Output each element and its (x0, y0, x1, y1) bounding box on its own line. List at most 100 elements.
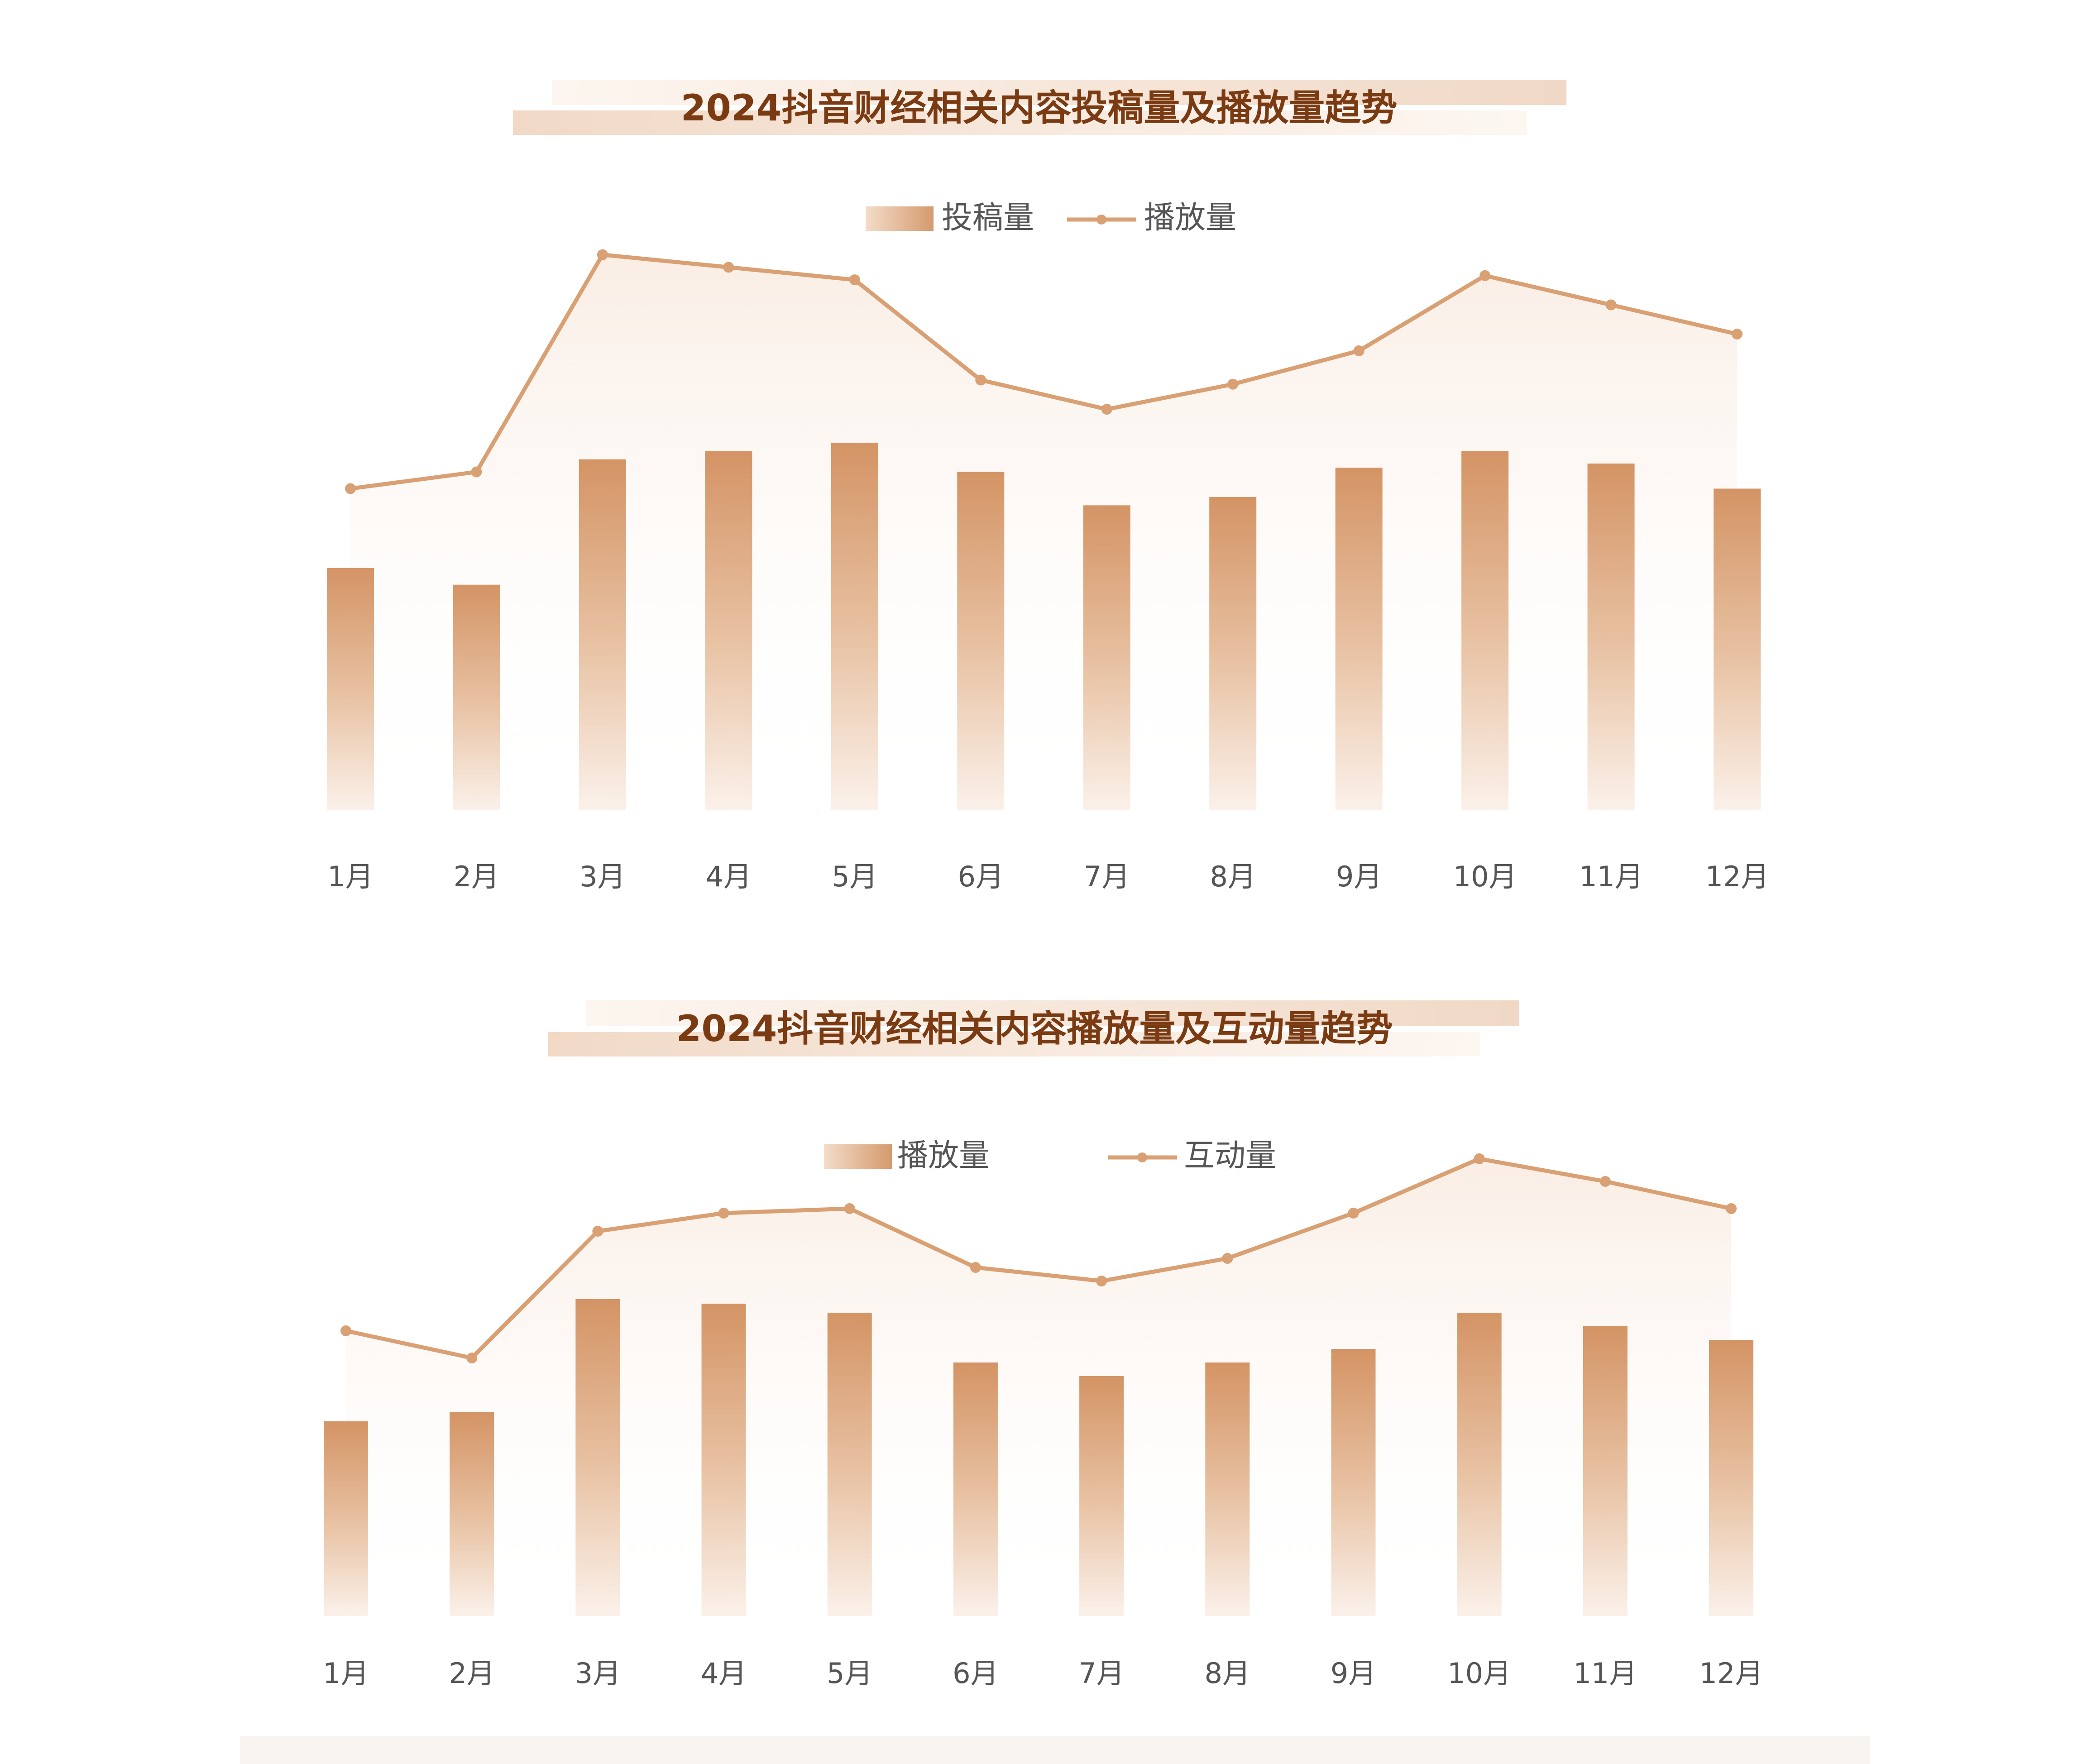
x-axis-ticks: 1月 2月 3月 4月 5月 6月 7月 8月 9月 10月 11月 12月 (323, 1657, 1763, 1690)
bar-10 (1457, 1313, 1502, 1616)
line-point-5 (849, 274, 860, 286)
bar-5 (831, 442, 878, 810)
bar-9 (1331, 1349, 1376, 1616)
x-tick-label: 3月 (579, 860, 625, 893)
line-area-fill (350, 254, 1737, 811)
bar-10 (1461, 451, 1509, 810)
line-point-9 (1348, 1208, 1359, 1219)
x-tick-label: 7月 (1084, 860, 1130, 893)
x-axis-ticks: 1月 2月 3月 4月 5月 6月 7月 8月 9月 10月 11月 12月 (327, 860, 1769, 893)
line-point-10 (1479, 270, 1491, 281)
title-ribbon (548, 1000, 1519, 1056)
x-tick-label: 12月 (1700, 1657, 1763, 1690)
line-point-11 (1599, 1176, 1611, 1187)
bar-3 (579, 459, 626, 810)
x-tick-label: 2月 (449, 1657, 494, 1690)
line-point-10 (1474, 1153, 1485, 1164)
title-ribbon (513, 80, 1566, 135)
x-tick-label: 3月 (575, 1657, 621, 1690)
x-tick-label: 5月 (832, 860, 877, 893)
line-point-1 (345, 483, 356, 494)
bar-12 (1714, 488, 1761, 810)
line-point-7 (1096, 1276, 1107, 1286)
x-tick-label: 12月 (1705, 860, 1769, 893)
legend: 播放量 互动量 (824, 1138, 1276, 1174)
line-point-8 (1222, 1253, 1233, 1264)
line-point-4 (718, 1208, 729, 1219)
bar-4 (701, 1304, 746, 1616)
legend-label-bar: 投稿量 (942, 200, 1034, 236)
bar-4 (705, 451, 752, 810)
bar-series (324, 1299, 1753, 1616)
line-point-2 (471, 466, 482, 478)
line-series (345, 249, 1743, 494)
bar-1 (327, 568, 374, 810)
x-tick-label: 4月 (701, 1657, 747, 1690)
x-tick-label: 5月 (827, 1657, 872, 1690)
bar-11 (1587, 464, 1635, 810)
bar-5 (827, 1313, 872, 1616)
legend-line-marker (1137, 1152, 1147, 1162)
x-tick-label: 9月 (1336, 860, 1382, 893)
bar-7 (1079, 1376, 1124, 1616)
line-point-1 (340, 1325, 351, 1336)
x-tick-label: 1月 (323, 1657, 369, 1690)
line-point-8 (1227, 378, 1239, 390)
x-tick-label: 11月 (1573, 1657, 1637, 1690)
bar-6 (953, 1362, 998, 1616)
line-point-6 (975, 374, 986, 386)
x-tick-label: 11月 (1579, 860, 1643, 893)
x-tick-label: 10月 (1447, 1657, 1511, 1690)
chart-title: 2024抖音财经相关内容播放量及互动量趋势 (676, 1008, 1393, 1050)
x-tick-label: 8月 (1210, 860, 1255, 893)
bar-8 (1209, 497, 1257, 810)
line-point-3 (592, 1226, 603, 1237)
bar-11 (1583, 1326, 1628, 1616)
legend-bar-swatch (824, 1144, 892, 1169)
legend-label-line: 播放量 (1144, 200, 1236, 236)
x-tick-label: 6月 (953, 1657, 998, 1690)
line-point-9 (1353, 345, 1365, 356)
bar-3 (575, 1299, 620, 1616)
line-point-12 (1726, 1203, 1737, 1214)
legend-label-line: 互动量 (1184, 1138, 1276, 1174)
chart-title: 2024抖音财经相关内容投稿量及播放量趋势 (681, 87, 1398, 129)
legend: 投稿量 播放量 (866, 200, 1236, 236)
bar-9 (1335, 468, 1383, 810)
chart-submissions-plays: 2024抖音财经相关内容投稿量及播放量趋势 投稿量 播放量 1月 2月 3月 4月 5月… (327, 80, 1769, 893)
line-point-7 (1101, 404, 1112, 415)
x-tick-label: 4月 (706, 860, 752, 893)
line-point-2 (466, 1353, 478, 1363)
x-tick-label: 6月 (958, 860, 1004, 893)
x-tick-label: 2月 (454, 860, 499, 893)
x-tick-label: 1月 (327, 860, 373, 893)
line-point-4 (723, 262, 734, 273)
line-point-3 (597, 249, 608, 260)
x-tick-label: 10月 (1453, 860, 1517, 893)
line-point-12 (1732, 329, 1743, 340)
line-path (345, 1157, 1732, 1360)
legend-label-bar: 播放量 (897, 1138, 990, 1174)
line-area (346, 1159, 1731, 1616)
line-area (350, 254, 1737, 811)
bottom-fade (240, 1736, 1870, 1764)
legend-line-marker (1096, 215, 1106, 225)
bar-1 (324, 1421, 368, 1616)
x-tick-label: 8月 (1205, 1657, 1250, 1690)
bar-6 (957, 472, 1005, 810)
line-point-5 (844, 1203, 855, 1214)
line-path (350, 253, 1738, 491)
x-tick-label: 7月 (1078, 1657, 1124, 1690)
bar-2 (450, 1412, 494, 1616)
x-tick-label: 9月 (1331, 1657, 1376, 1690)
bar-series (327, 442, 1761, 810)
legend-bar-swatch (866, 206, 934, 231)
line-point-11 (1605, 299, 1617, 311)
bar-8 (1205, 1362, 1250, 1616)
bar-7 (1083, 505, 1130, 810)
line-area-fill (346, 1159, 1731, 1616)
chart-plays-interactions: 2024抖音财经相关内容播放量及互动量趋势 播放量 互动量 1月 2月 3月 4月 5月… (323, 1000, 1763, 1690)
line-point-6 (970, 1262, 981, 1273)
bar-2 (453, 584, 500, 810)
